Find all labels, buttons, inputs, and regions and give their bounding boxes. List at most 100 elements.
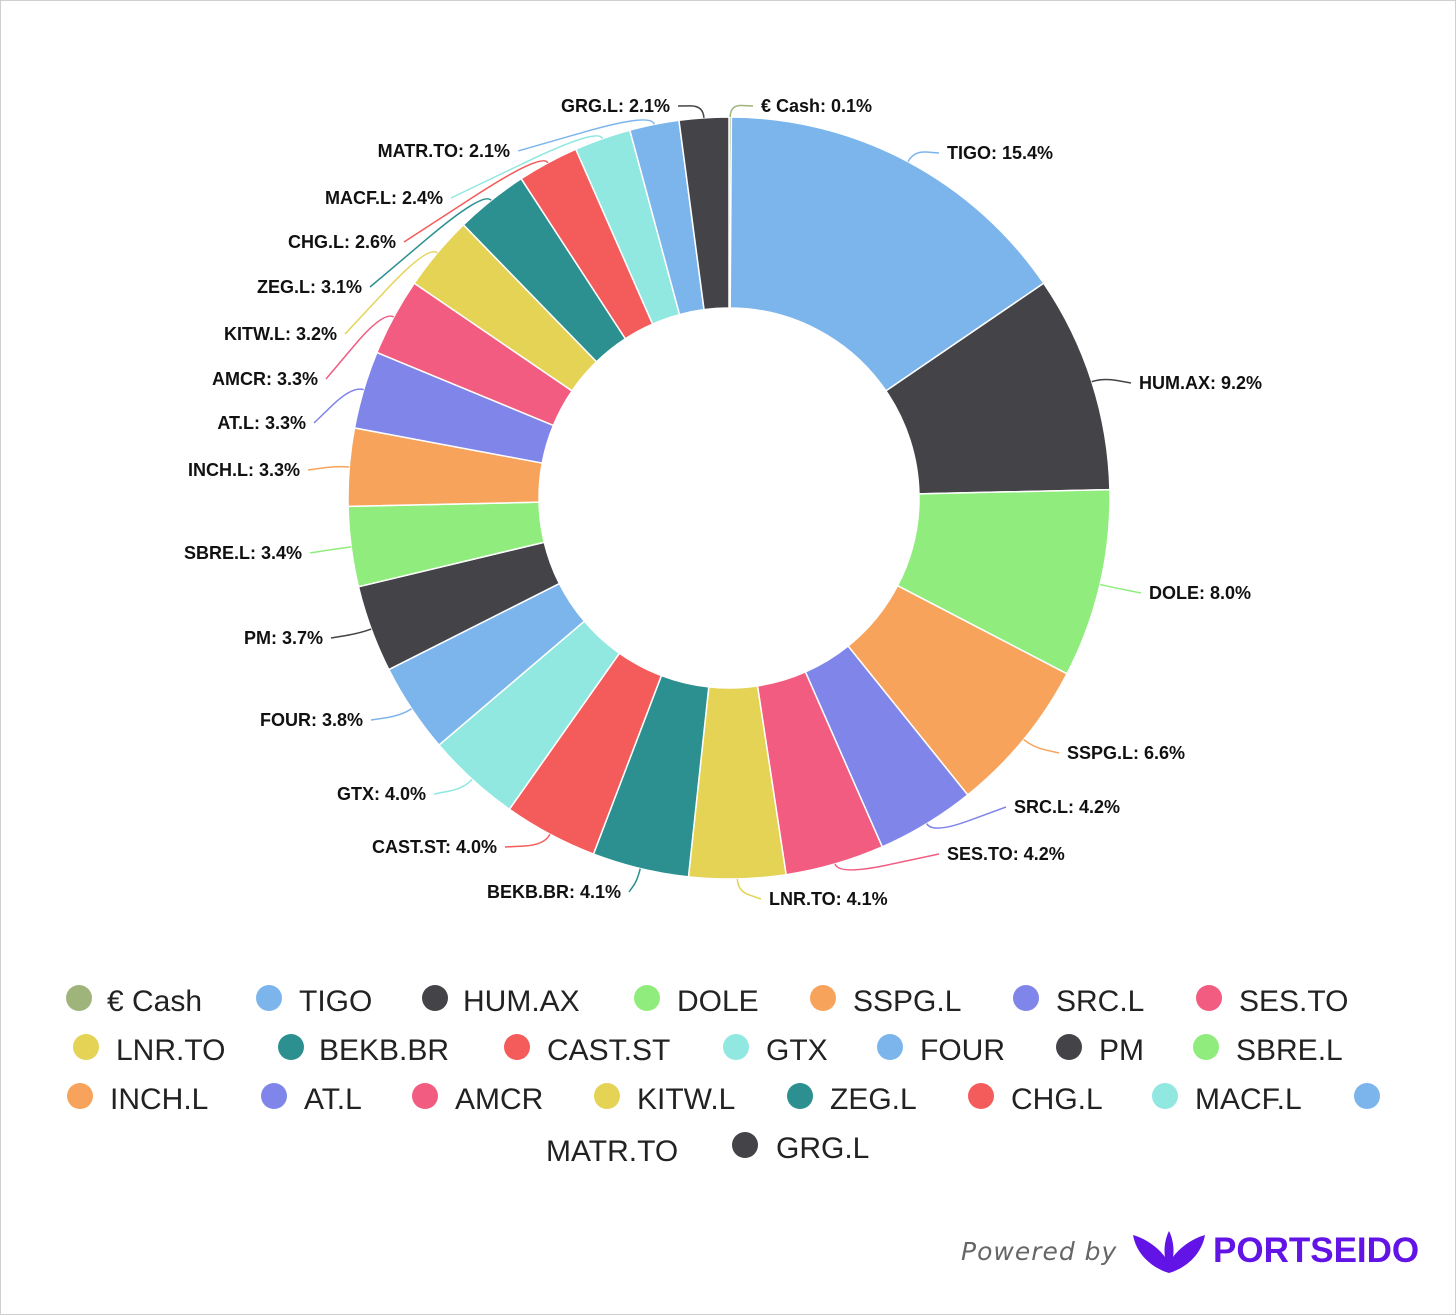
slice-label: CHG.L: 2.6%	[288, 232, 396, 252]
legend-label: LNR.TO	[116, 1034, 225, 1067]
legend-label: MACF.L	[1195, 1083, 1302, 1116]
legend-item[interactable]: MATR.TO	[546, 1083, 1380, 1168]
legend-marker	[1193, 1034, 1219, 1060]
connector-line	[450, 135, 604, 199]
legend-item[interactable]: SBRE.L	[1193, 1034, 1343, 1067]
legend-label: KITW.L	[637, 1083, 735, 1116]
legend-marker	[810, 985, 836, 1011]
legend-marker	[634, 985, 660, 1011]
legend-marker	[412, 1083, 438, 1109]
brand-name: PORTSEIDO	[1213, 1231, 1420, 1270]
connectors-layer	[307, 104, 1142, 900]
legend-label: CAST.ST	[547, 1034, 670, 1067]
legend-item[interactable]: GTX	[723, 1034, 828, 1067]
legend-marker	[787, 1083, 813, 1109]
legend-item[interactable]: € Cash	[66, 985, 202, 1018]
legend-item[interactable]: LNR.TO	[73, 1034, 225, 1067]
legend-marker	[261, 1083, 287, 1109]
legend-marker	[1354, 1083, 1380, 1109]
legend-marker	[256, 985, 282, 1011]
legend-item[interactable]: AMCR	[412, 1083, 543, 1116]
connector-line	[926, 806, 1007, 829]
labels-layer: € Cash: 0.1% TIGO: 15.4% HUM.AX: 9.2% DOLE:…	[184, 96, 1262, 909]
legend-item[interactable]: SRC.L	[1013, 985, 1144, 1018]
connector-line	[369, 198, 492, 288]
legend-marker	[732, 1132, 758, 1158]
legend-marker	[73, 1034, 99, 1060]
legend: € Cash TIGO HUM.AX DOLE SSPG.L SRC.L SES.TO LNR…	[66, 985, 1380, 1168]
legend-marker	[66, 985, 92, 1011]
legend-label: GRG.L	[776, 1132, 869, 1165]
slice-label: SSPG.L: 6.6%	[1067, 743, 1185, 763]
legend-label: GTX	[766, 1034, 828, 1067]
legend-item[interactable]: FOUR	[877, 1034, 1005, 1067]
slice-label: MATR.TO: 2.1%	[378, 141, 510, 161]
legend-item[interactable]: INCH.L	[67, 1083, 208, 1116]
slice-label: BEKB.BR: 4.1%	[487, 882, 621, 902]
legend-item[interactable]: ZEG.L	[787, 1083, 917, 1116]
legend-marker	[1196, 985, 1222, 1011]
connector-line	[736, 878, 762, 900]
legend-marker	[422, 985, 448, 1011]
connector-line	[313, 388, 364, 424]
slice-grg-l[interactable]	[678, 116, 730, 311]
legend-item[interactable]: CAST.ST	[504, 1034, 670, 1067]
legend-item[interactable]: BEKB.BR	[278, 1034, 449, 1067]
powered-by-text: Powered by	[961, 1237, 1118, 1266]
legend-label: PM	[1099, 1034, 1144, 1067]
legend-label: MATR.TO	[546, 1135, 678, 1168]
connector-line	[330, 628, 372, 639]
legend-label: ZEG.L	[830, 1083, 917, 1116]
connector-line	[370, 708, 413, 721]
slice-tigo[interactable]	[729, 116, 1045, 392]
legend-label: SRC.L	[1056, 985, 1144, 1018]
legend-label: FOUR	[920, 1034, 1005, 1067]
slice-label: TIGO: 15.4%	[947, 143, 1053, 163]
legend-item[interactable]: AT.L	[261, 1083, 362, 1116]
legend-item[interactable]: MACF.L	[1152, 1083, 1302, 1116]
connector-line	[344, 250, 438, 335]
legend-item[interactable]: GRG.L	[732, 1132, 869, 1165]
legend-marker	[877, 1034, 903, 1060]
connector-line	[907, 151, 940, 163]
legend-label: CHG.L	[1011, 1083, 1103, 1116]
legend-item[interactable]: KITW.L	[594, 1083, 735, 1116]
legend-marker	[504, 1034, 530, 1060]
connector-line	[1091, 378, 1132, 384]
slice-label: GRG.L: 2.1%	[561, 96, 670, 116]
legend-item[interactable]: SSPG.L	[810, 985, 961, 1018]
legend-marker	[1013, 985, 1039, 1011]
slice-label: PM: 3.7%	[244, 628, 323, 648]
legend-label: SBRE.L	[1236, 1034, 1343, 1067]
connector-line	[628, 868, 641, 893]
legend-label: TIGO	[299, 985, 372, 1018]
legend-item[interactable]: SES.TO	[1196, 985, 1348, 1018]
legend-item[interactable]: CHG.L	[968, 1083, 1103, 1116]
connector-line	[403, 160, 549, 243]
legend-item[interactable]: TIGO	[256, 985, 372, 1018]
legend-item[interactable]: DOLE	[634, 985, 759, 1018]
legend-label: AT.L	[304, 1083, 362, 1116]
legend-label: DOLE	[677, 985, 759, 1018]
slices-layer	[347, 116, 1111, 880]
slice-label: KITW.L: 3.2%	[224, 324, 337, 344]
connector-line	[729, 104, 754, 118]
legend-label: INCH.L	[110, 1083, 208, 1116]
legend-item[interactable]: PM	[1056, 1034, 1144, 1067]
connector-line	[677, 105, 705, 118]
slice-label: SBRE.L: 3.4%	[184, 543, 302, 563]
slice-label: FOUR: 3.8%	[260, 710, 363, 730]
legend-marker	[968, 1083, 994, 1109]
portseido-leaf-icon	[1133, 1231, 1205, 1273]
legend-label: HUM.AX	[463, 985, 580, 1018]
slice-label: GTX: 4.0%	[337, 784, 426, 804]
connector-line	[834, 853, 940, 871]
slice-label: CAST.ST: 4.0%	[372, 837, 497, 857]
legend-item[interactable]: HUM.AX	[422, 985, 580, 1018]
connector-line	[309, 546, 352, 554]
legend-marker	[1152, 1083, 1178, 1109]
slice-label: ZEG.L: 3.1%	[257, 277, 362, 297]
legend-label: BEKB.BR	[319, 1034, 449, 1067]
